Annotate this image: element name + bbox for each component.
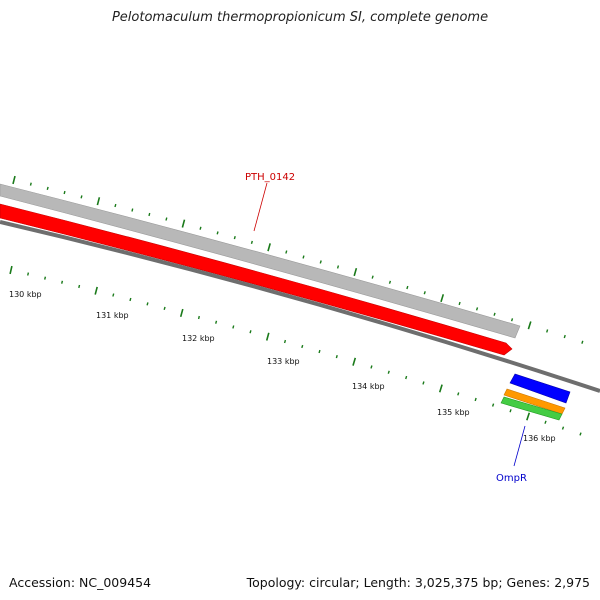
outer-minor-tick xyxy=(458,301,461,306)
tick-label-130: 130 kbp xyxy=(9,290,42,299)
inner-minor-tick xyxy=(301,344,304,349)
outer-minor-tick xyxy=(80,195,83,199)
outer-minor-tick xyxy=(216,231,219,235)
inner-minor-tick xyxy=(249,330,252,334)
outer-minor-tick xyxy=(475,307,479,311)
inner-minor-tick xyxy=(146,302,149,306)
outer-minor-tick xyxy=(114,203,117,208)
outer-minor-tick xyxy=(371,275,374,279)
outer-minor-tick xyxy=(563,334,566,339)
inner-minor-tick xyxy=(215,320,218,324)
outer-minor-tick xyxy=(250,240,253,244)
tick-label-131: 131 kbp xyxy=(96,311,129,320)
outer-minor-tick xyxy=(285,250,288,254)
grey-feature-arrow[interactable] xyxy=(0,183,521,339)
pth-0142-callout-line xyxy=(253,182,268,232)
outer-minor-tick xyxy=(46,186,49,190)
tick-label-135: 135 kbp xyxy=(437,408,470,417)
inner-minor-tick xyxy=(370,365,373,369)
genome-backbone xyxy=(0,220,600,393)
inner-minor-tick xyxy=(197,315,200,320)
outer-minor-tick xyxy=(581,340,584,344)
accession-text: Accession: NC_009454 xyxy=(9,575,152,590)
outer-major-tick xyxy=(96,197,101,206)
inner-minor-tick xyxy=(491,403,495,407)
inner-tick-track xyxy=(9,265,582,436)
inner-minor-tick xyxy=(129,297,132,302)
genome-summary-text: Topology: circular; Length: 3,025,375 bp… xyxy=(246,575,590,590)
ompr-callout-line xyxy=(513,425,526,467)
outer-minor-tick xyxy=(388,280,392,284)
outer-minor-tick xyxy=(423,291,426,295)
inner-minor-tick xyxy=(405,375,408,380)
inner-major-tick xyxy=(179,308,184,318)
outer-minor-tick xyxy=(406,285,409,290)
inner-major-tick xyxy=(94,286,98,295)
inner-minor-tick xyxy=(318,349,321,354)
inner-major-tick xyxy=(438,384,443,393)
tick-label-133: 133 kbp xyxy=(267,357,300,366)
green-feature-arrow[interactable] xyxy=(500,396,563,421)
inner-minor-tick xyxy=(544,420,547,424)
pth-0142-feature[interactable] xyxy=(0,203,513,356)
outer-minor-tick xyxy=(148,212,151,217)
outer-minor-tick xyxy=(131,208,134,212)
outer-major-tick xyxy=(267,243,271,252)
outer-minor-tick xyxy=(319,260,322,264)
orange-feature-arrow[interactable] xyxy=(503,388,566,415)
pth-0142-label[interactable]: PTH_0142 xyxy=(245,172,295,183)
outer-minor-tick xyxy=(546,329,549,333)
outer-minor-tick xyxy=(510,318,514,322)
inner-major-tick xyxy=(265,332,270,341)
tick-label-136: 136 kbp xyxy=(523,434,556,443)
outer-major-tick xyxy=(12,175,16,185)
outer-major-tick xyxy=(527,321,532,330)
inner-minor-tick xyxy=(474,397,477,402)
inner-minor-tick xyxy=(387,370,390,374)
outer-minor-tick xyxy=(199,226,202,230)
outer-major-tick xyxy=(181,219,186,228)
outer-tick-track xyxy=(12,175,584,344)
inner-major-tick xyxy=(352,357,357,366)
inner-minor-tick xyxy=(27,272,30,276)
outer-minor-tick xyxy=(493,312,496,316)
outer-minor-tick xyxy=(29,182,32,186)
map-title: Pelotomaculum thermopropionicum SI, comp… xyxy=(111,10,489,25)
blue-feature-arrow[interactable] xyxy=(509,373,571,404)
inner-minor-tick xyxy=(561,426,565,430)
inner-minor-tick xyxy=(232,325,235,329)
inner-minor-tick xyxy=(579,432,582,436)
inner-major-tick xyxy=(9,265,13,275)
outer-minor-tick xyxy=(336,265,340,269)
inner-minor-tick xyxy=(283,339,287,344)
inner-minor-tick xyxy=(78,284,81,289)
outer-minor-tick xyxy=(233,236,236,240)
inner-minor-tick xyxy=(61,280,64,284)
inner-minor-tick xyxy=(163,306,166,310)
outer-major-tick xyxy=(353,267,358,277)
tick-label-134: 134 kbp xyxy=(352,382,385,391)
outer-minor-tick xyxy=(63,190,66,195)
inner-minor-tick xyxy=(112,293,115,297)
inner-minor-tick xyxy=(335,355,338,359)
inner-minor-tick xyxy=(457,392,460,396)
ompr-label[interactable]: OmpR xyxy=(496,473,527,484)
outer-minor-tick xyxy=(302,255,305,259)
inner-major-tick xyxy=(526,412,531,421)
inner-minor-tick xyxy=(422,381,425,385)
inner-minor-tick xyxy=(509,409,512,413)
tick-label-132: 132 kbp xyxy=(182,334,215,343)
outer-minor-tick xyxy=(165,217,168,221)
inner-minor-tick xyxy=(44,276,47,280)
outer-major-tick xyxy=(440,294,445,303)
